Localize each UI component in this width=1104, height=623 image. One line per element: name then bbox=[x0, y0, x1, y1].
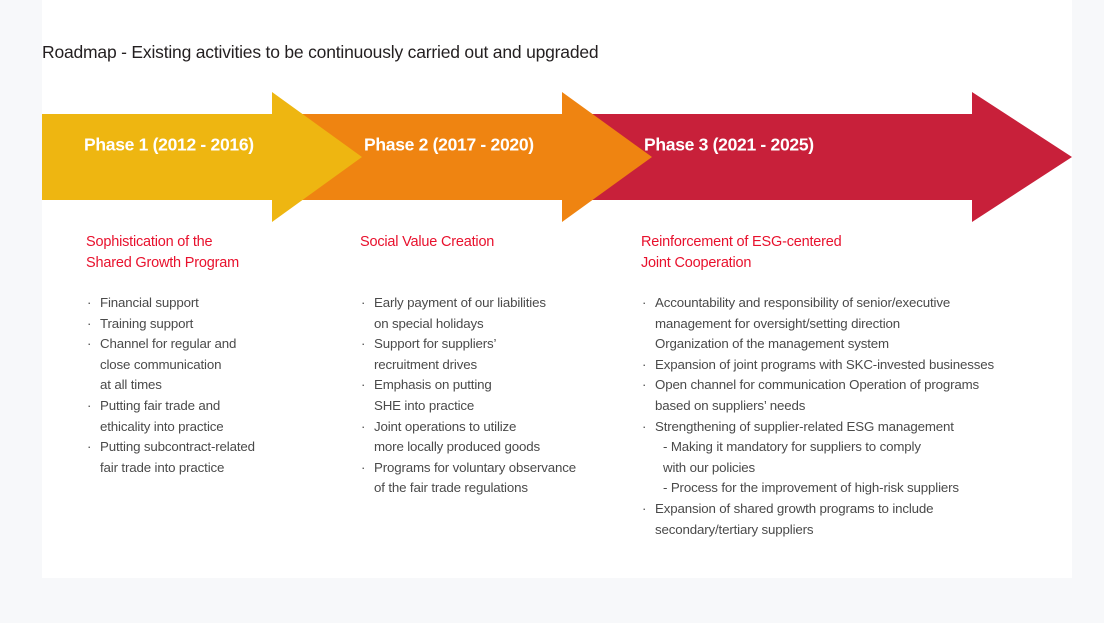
bullet-line: Programs for voluntary observance bbox=[374, 459, 576, 475]
bullet-sub-line: with our policies bbox=[663, 459, 756, 475]
bullet-line: recruitment drives bbox=[374, 356, 477, 372]
bullet-item: · Early payment of our liabilities on spec… bbox=[360, 293, 635, 334]
bullet-item: · Channel for regular and close communicat… bbox=[86, 334, 354, 396]
page-title: Roadmap - Existing activities to be cont… bbox=[42, 42, 599, 62]
bullet-line: SHE into practice bbox=[374, 397, 475, 413]
roadmap-card bbox=[42, 0, 1072, 578]
bullet-line: Expansion of joint programs with SKC-inv… bbox=[655, 356, 994, 372]
bullet-item: · Open channel for communication Operatio… bbox=[641, 375, 1061, 416]
bullet-line: Open channel for communication Operation… bbox=[655, 377, 980, 393]
phase-3-column: Reinforcement of ESG-centered Joint Coop… bbox=[641, 232, 1061, 537]
bullet-line: Putting subcontract-related bbox=[100, 439, 255, 455]
bullet-marker-icon: · bbox=[87, 295, 92, 310]
bullet-item: · Joint operations to utilize more locally… bbox=[360, 417, 635, 458]
bullet-item: · Financial support bbox=[86, 293, 354, 314]
bullet-line: on special holidays bbox=[374, 315, 484, 331]
bullet-line: Training support bbox=[100, 315, 194, 331]
bullet-item: · Putting subcontract-related fair trade i… bbox=[86, 437, 354, 478]
phase-1-heading-line-2: Shared Growth Program bbox=[86, 255, 239, 271]
bullet-item: · Support for suppliers’ recruitment drive… bbox=[360, 334, 635, 375]
bullet-line: Organization of the management system bbox=[655, 336, 889, 352]
bullet-sub-line: - Process for the improvement of high-ri… bbox=[663, 480, 959, 496]
bullet-marker-icon: · bbox=[87, 439, 92, 455]
bullet-marker-icon: · bbox=[87, 397, 92, 413]
bullet-marker-icon: · bbox=[642, 418, 647, 434]
bullet-sub-line: - Making it mandatory for suppliers to c… bbox=[663, 439, 921, 455]
bullet-line: close communication bbox=[100, 356, 222, 372]
bullet-line: Support for suppliers’ bbox=[374, 336, 497, 352]
bullet-line: Putting fair trade and bbox=[100, 397, 221, 413]
bullet-line: Early payment of our liabilities bbox=[374, 295, 546, 310]
phase-3-heading-line-1: Reinforcement of ESG-centered bbox=[641, 234, 842, 250]
bullet-line: Financial support bbox=[100, 295, 199, 310]
phase-2-bullet-list: · Early payment of our liabilities on spec… bbox=[360, 293, 635, 499]
bullet-line: Channel for regular and bbox=[100, 336, 237, 352]
phase-1-arrow bbox=[42, 92, 362, 222]
bullet-line: based on suppliers’ needs bbox=[655, 397, 806, 413]
bullet-line: fair trade into practice bbox=[100, 459, 225, 475]
bullet-item: · Emphasis on putting SHE into practice bbox=[360, 375, 635, 416]
bullet-line: Expansion of shared growth programs to i… bbox=[655, 500, 934, 516]
bullet-item: · Accountability and responsibility of se… bbox=[641, 293, 1061, 355]
bullet-marker-icon: · bbox=[361, 377, 366, 393]
phase-1-label: Phase 1 (2012 - 2016) bbox=[84, 134, 254, 155]
bullet-marker-icon: · bbox=[361, 336, 366, 352]
bullet-marker-icon: · bbox=[87, 315, 92, 331]
bullet-line: management for oversight/setting directi… bbox=[655, 315, 900, 331]
bullet-marker-icon: · bbox=[87, 336, 92, 352]
bullet-line: more locally produced goods bbox=[374, 439, 540, 455]
bullet-item: · Strengthening of supplier-related ESG m… bbox=[641, 417, 1061, 499]
phase-1-column: Sophistication of the Shared Growth Prog… bbox=[86, 232, 354, 475]
bullet-marker-icon: · bbox=[642, 295, 647, 310]
bullet-line: Strengthening of supplier-related ESG ma… bbox=[655, 418, 954, 434]
bullet-line: at all times bbox=[100, 377, 162, 393]
bullet-item: · Training support bbox=[86, 314, 354, 335]
phase-2-column: Social Value Creation · Early payment of … bbox=[360, 232, 635, 495]
phase-3-label: Phase 3 (2021 - 2025) bbox=[644, 134, 814, 155]
phase-3-heading: Reinforcement of ESG-centered Joint Coop… bbox=[641, 232, 1061, 274]
bullet-line: ethicality into practice bbox=[100, 418, 224, 434]
bullet-line: of the fair trade regulations bbox=[374, 480, 528, 496]
bullet-line: Joint operations to utilize bbox=[374, 418, 517, 434]
phase-3-bullet-list: · Accountability and responsibility of se… bbox=[641, 293, 1061, 540]
phase-arrow-band bbox=[42, 92, 1072, 222]
bullet-marker-icon: · bbox=[361, 295, 366, 310]
bullet-marker-icon: · bbox=[642, 500, 647, 516]
phase-1-bullet-list: · Financial support · Training support · Chan… bbox=[86, 293, 354, 478]
bullet-item: · Expansion of shared growth programs to … bbox=[641, 499, 1061, 540]
phase-3-heading-line-2: Joint Cooperation bbox=[641, 255, 752, 271]
bullet-item: · Putting fair trade and ethicality into p… bbox=[86, 396, 354, 437]
bullet-marker-icon: · bbox=[642, 356, 647, 372]
bullet-line: secondary/tertiary suppliers bbox=[655, 521, 814, 537]
bullet-item: · Expansion of joint programs with SKC-in… bbox=[641, 355, 1061, 376]
bullet-item: · Programs for voluntary observance of th… bbox=[360, 458, 635, 499]
bullet-marker-icon: · bbox=[642, 377, 647, 393]
bullet-line: Emphasis on putting bbox=[374, 377, 492, 393]
phase-2-heading: Social Value Creation bbox=[360, 232, 635, 253]
phase-2-heading-line-1: Social Value Creation bbox=[360, 234, 495, 250]
phase-1-heading: Sophistication of the Shared Growth Prog… bbox=[86, 232, 354, 274]
phase-2-arrow bbox=[282, 92, 652, 222]
phase-3-arrow bbox=[572, 92, 1072, 222]
phase-1-heading-line-1: Sophistication of the bbox=[86, 234, 213, 250]
phase-2-label: Phase 2 (2017 - 2020) bbox=[364, 134, 534, 155]
bullet-line: Accountability and responsibility of sen… bbox=[655, 295, 951, 310]
bullet-marker-icon: · bbox=[361, 418, 366, 434]
bullet-marker-icon: · bbox=[361, 459, 366, 475]
